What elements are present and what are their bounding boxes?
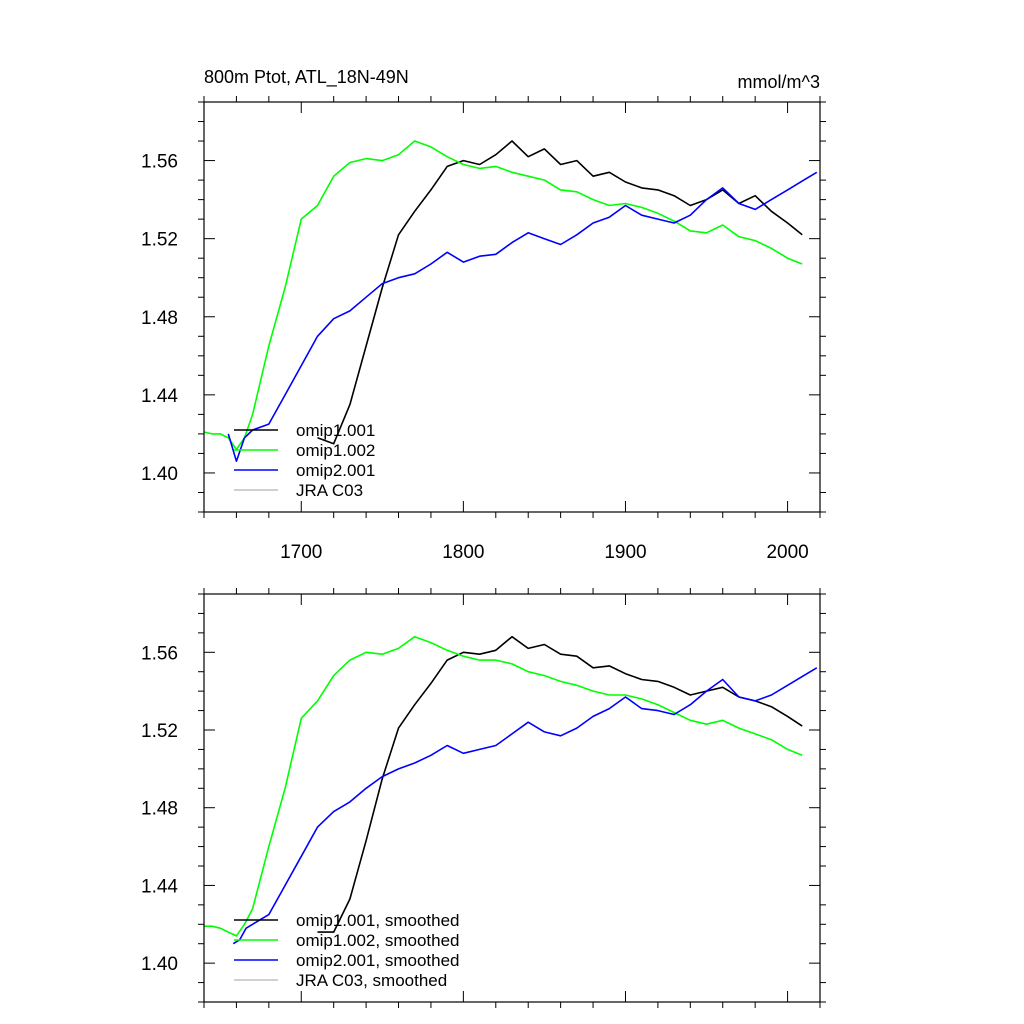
y-tick-label: 1.40 bbox=[141, 464, 178, 485]
y-tick-label: 1.48 bbox=[141, 308, 178, 329]
legend-label: JRA C03 bbox=[296, 481, 363, 500]
x-tick-label: 1700 bbox=[280, 542, 322, 563]
series-line-0 bbox=[317, 635, 803, 933]
ticks: 1.40 1.44 1.48 1.52 1.56 bbox=[141, 588, 826, 1008]
series-line-0 bbox=[317, 140, 803, 445]
legend-label: omip2.001 bbox=[296, 461, 375, 480]
series-line-2 bbox=[227, 171, 818, 463]
legend-label: omip2.001, smoothed bbox=[296, 951, 460, 970]
series-group bbox=[204, 140, 818, 463]
series-line-1 bbox=[204, 635, 803, 937]
top-panel-title: 800m Ptot, ATL_18N-49N bbox=[204, 67, 409, 88]
ticks: 1.40 1.44 1.48 1.52 1.56 1700 1800 1900 2000 bbox=[141, 96, 826, 563]
top-panel: 800m Ptot, ATL_18N-49N mmol/m^3 1.40 1.44… bbox=[141, 67, 826, 563]
series-line-1 bbox=[204, 140, 803, 451]
y-tick-label: 1.56 bbox=[141, 152, 178, 173]
y-tick-label: 1.40 bbox=[141, 954, 178, 975]
y-tick-label: 1.52 bbox=[141, 721, 178, 742]
top-panel-units: mmol/m^3 bbox=[738, 72, 820, 92]
plot-frame bbox=[203, 593, 821, 1003]
y-tick-label: 1.52 bbox=[141, 230, 178, 251]
series-line-2 bbox=[232, 667, 818, 945]
x-tick-label: 1800 bbox=[442, 542, 484, 563]
legend-label: omip1.001 bbox=[296, 421, 375, 440]
legend-label: omip1.001, smoothed bbox=[296, 911, 460, 930]
legend-label: omip1.002 bbox=[296, 441, 375, 460]
y-tick-label: 1.44 bbox=[141, 386, 178, 407]
legend-label: omip1.002, smoothed bbox=[296, 931, 460, 950]
x-tick-label: 1900 bbox=[604, 542, 646, 563]
y-tick-label: 1.56 bbox=[141, 643, 178, 664]
series-group bbox=[204, 635, 818, 945]
plot-frame bbox=[203, 101, 821, 513]
x-tick-label: 2000 bbox=[766, 542, 808, 563]
y-tick-label: 1.44 bbox=[141, 876, 178, 897]
legend-label: JRA C03, smoothed bbox=[296, 971, 447, 990]
y-tick-label: 1.48 bbox=[141, 799, 178, 820]
